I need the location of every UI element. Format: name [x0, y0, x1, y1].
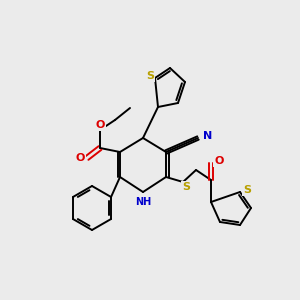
Text: O: O — [75, 153, 85, 163]
Text: N: N — [203, 131, 213, 141]
Text: S: S — [243, 185, 251, 195]
Text: NH: NH — [135, 197, 151, 207]
Text: O: O — [95, 120, 105, 130]
Text: S: S — [146, 71, 154, 81]
Text: S: S — [182, 182, 190, 192]
Text: O: O — [214, 156, 224, 166]
